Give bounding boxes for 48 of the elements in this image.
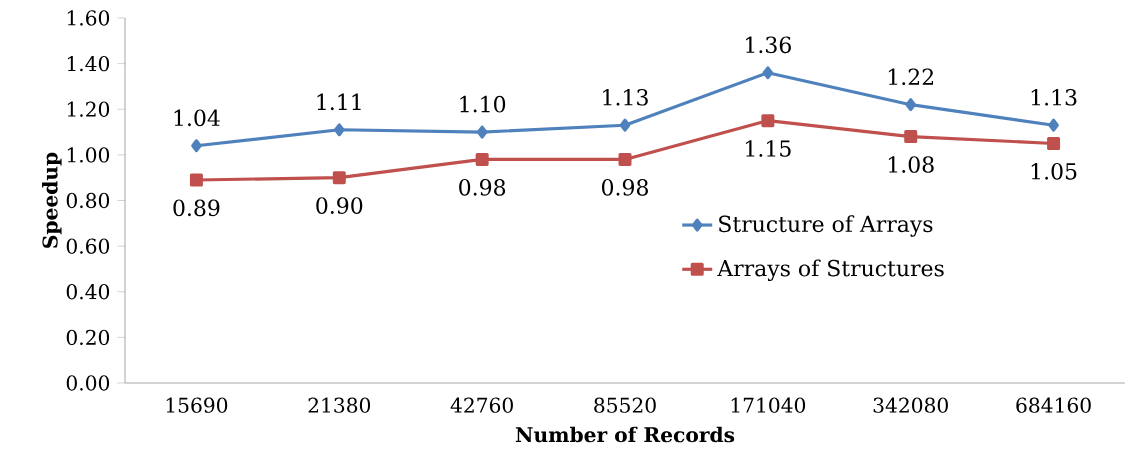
- y-tick-label: 1.00: [67, 147, 110, 163]
- data-label: 1.13: [1031, 89, 1077, 106]
- point: [475, 152, 489, 166]
- legend-label: Arrays of Structures: [717, 259, 944, 281]
- point: [191, 139, 202, 153]
- y-tick-label: 0.80: [66, 192, 110, 209]
- y-axis-title: Speedup: [42, 152, 62, 248]
- data-label: 1.22: [888, 68, 934, 86]
- data-label: 1.15: [746, 140, 791, 157]
- data-label: 1.05: [1031, 163, 1077, 180]
- point: [904, 130, 918, 144]
- x-tick-label: 85520: [594, 397, 656, 413]
- data-label: 1.10: [460, 95, 506, 113]
- point: [189, 173, 203, 187]
- x-tick-label: 21380: [308, 397, 371, 413]
- x-tick-label: 342080: [873, 397, 948, 413]
- point: [1048, 118, 1059, 132]
- y-tick-label: 0.60: [66, 238, 110, 254]
- point: [476, 125, 488, 139]
- y-tick-label: 1.20: [67, 101, 110, 117]
- x-tick-label: 171040: [731, 397, 806, 413]
- data-label: 0.89: [173, 199, 220, 217]
- data-label: 0.98: [602, 179, 648, 196]
- data-label: 1.08: [888, 156, 934, 173]
- point: [618, 152, 632, 166]
- x-axis-title: Number of Records: [515, 426, 735, 443]
- point: [1047, 136, 1061, 150]
- data-label: 0.98: [459, 179, 506, 196]
- legend-label: Structure of Arrays: [719, 215, 933, 237]
- data-label: 1.13: [603, 89, 648, 106]
- x-tick-label: 42760: [450, 397, 513, 413]
- point: [905, 98, 916, 112]
- y-tick-label: 0.20: [66, 329, 110, 346]
- x-tick-label: 15690: [166, 397, 228, 413]
- point: [332, 171, 346, 185]
- data-label: 1.04: [174, 109, 220, 127]
- point: [761, 114, 775, 128]
- point: [762, 66, 774, 80]
- point: [334, 123, 345, 137]
- x-tick-label: 684160: [1016, 397, 1091, 413]
- data-label: 0.90: [316, 197, 363, 214]
- data-label: 1.36: [746, 36, 791, 54]
- data-label: 1.11: [317, 93, 361, 111]
- y-tick-label: 0.00: [66, 375, 110, 391]
- point: [619, 118, 631, 132]
- y-tick-label: 1.60: [67, 10, 110, 26]
- y-tick-label: 0.40: [66, 284, 110, 300]
- y-tick-label: 1.40: [67, 55, 110, 72]
